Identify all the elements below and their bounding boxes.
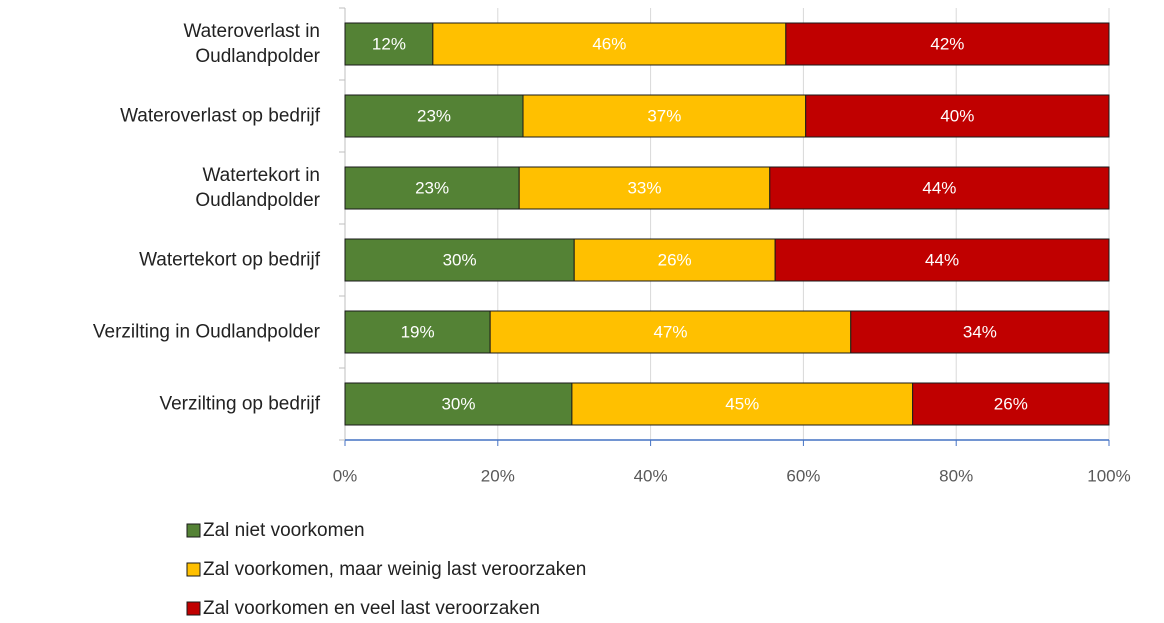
data-label: 37%	[647, 106, 681, 125]
data-label: 26%	[658, 250, 692, 269]
x-tick-label: 40%	[634, 466, 668, 485]
y-tick-label: Wateroverlast in Oudlandpolder	[183, 21, 320, 67]
data-label: 23%	[417, 106, 451, 125]
bar-segment	[785, 22, 1110, 66]
data-label: 30%	[443, 250, 477, 269]
legend-swatch	[186, 601, 201, 616]
bar-segment	[774, 238, 1110, 282]
data-label: 47%	[653, 322, 687, 341]
legend-label: Zal niet voorkomen	[203, 520, 365, 541]
bar-segment	[489, 310, 852, 354]
data-label: 44%	[922, 178, 956, 197]
bar-segment	[805, 94, 1110, 138]
bar-segment	[850, 310, 1110, 354]
data-label: 23%	[415, 178, 449, 197]
x-tick-label: 100%	[1087, 466, 1130, 485]
legend-label: Zal voorkomen, maar weinig last veroorza…	[203, 559, 586, 580]
y-tick-label: Verzilting op bedrijf	[159, 393, 320, 415]
data-label: 26%	[994, 394, 1028, 413]
data-label: 42%	[930, 34, 964, 53]
bar-segment	[344, 310, 491, 354]
x-tick-label: 60%	[786, 466, 820, 485]
y-tick-label: Wateroverlast op bedrijf	[120, 105, 320, 127]
y-tick-label: Watertekort op bedrijf	[139, 249, 320, 271]
data-label: 19%	[401, 322, 435, 341]
legend-swatch	[186, 562, 201, 577]
x-tick-label: 0%	[333, 466, 358, 485]
bar-segment	[518, 166, 771, 210]
y-tick-label: Watertekort in Oudlandpolder	[195, 165, 320, 211]
bar-segment	[344, 238, 575, 282]
legend-swatch	[186, 523, 201, 538]
bar-segment	[344, 22, 434, 66]
bar-segment	[344, 382, 573, 426]
data-label: 46%	[592, 34, 626, 53]
bar-segment	[912, 382, 1110, 426]
x-tick-label: 80%	[939, 466, 973, 485]
bar-segment	[432, 22, 787, 66]
data-label: 45%	[725, 394, 759, 413]
legend-label: Zal voorkomen en veel last veroorzaken	[203, 598, 540, 619]
data-label: 34%	[963, 322, 997, 341]
data-label: 40%	[940, 106, 974, 125]
data-label: 44%	[925, 250, 959, 269]
x-tick-label: 20%	[481, 466, 515, 485]
bar-segment	[571, 382, 914, 426]
bar-segment	[573, 238, 776, 282]
data-label: 33%	[627, 178, 661, 197]
bar-segment	[769, 166, 1110, 210]
data-label: 12%	[372, 34, 406, 53]
data-label: 30%	[441, 394, 475, 413]
y-tick-label: Verzilting in Oudlandpolder	[92, 321, 320, 343]
